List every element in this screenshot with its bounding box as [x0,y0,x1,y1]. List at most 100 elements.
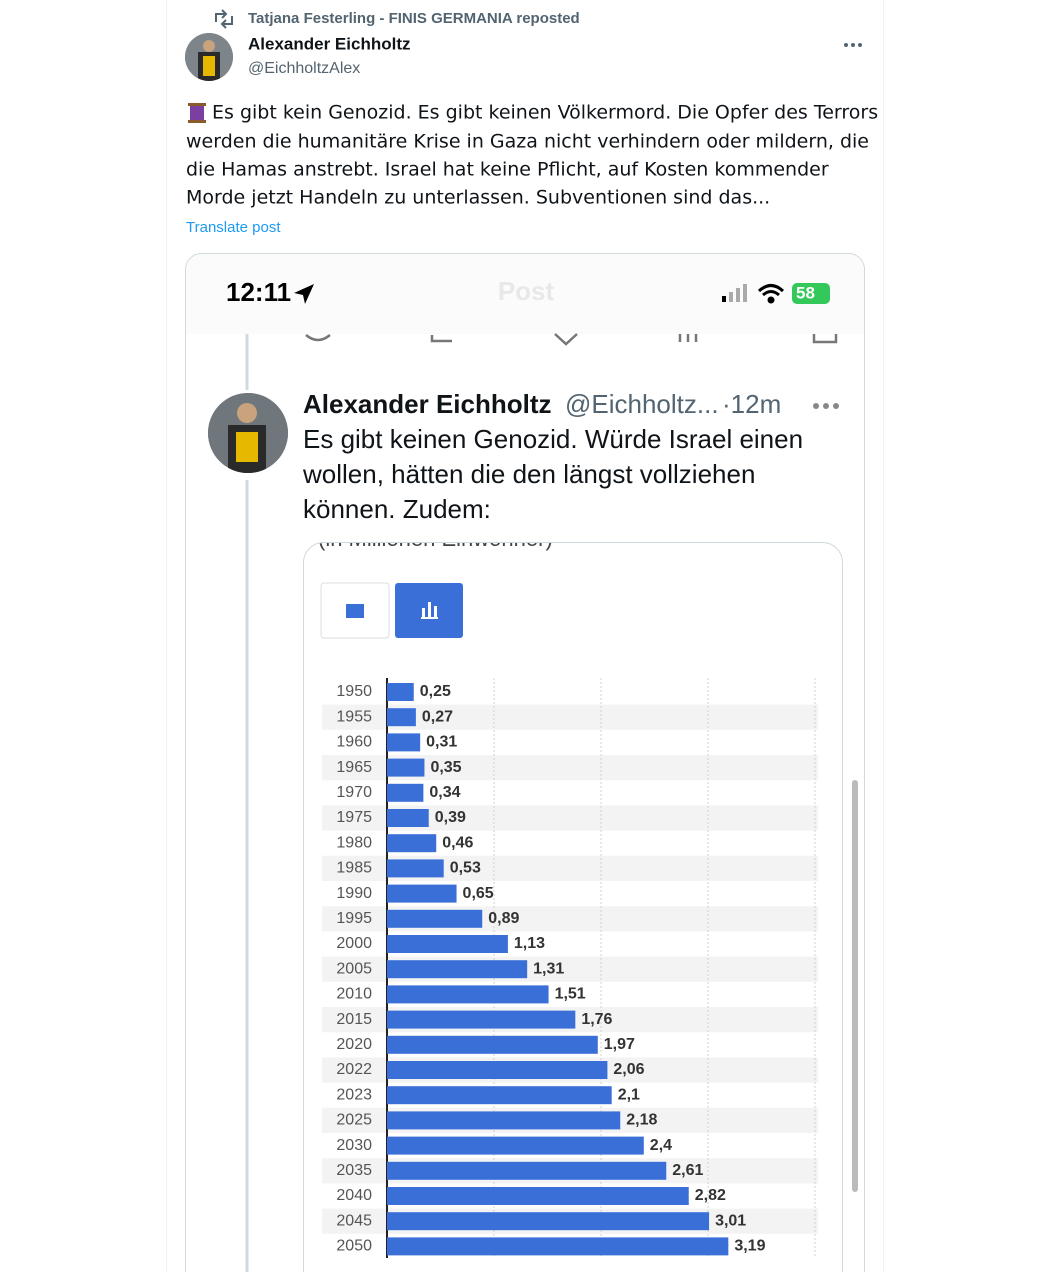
bar [387,758,425,777]
category-label: 1995 [336,910,372,927]
quoted-text-line: können. Zudem: [303,494,491,524]
more-button[interactable] [844,43,862,47]
bar [387,1212,710,1231]
value-label: 1,31 [533,960,564,977]
post-text-line: die Hamas anstrebt. Israel hat keine Pfl… [186,159,829,181]
author-name[interactable]: Alexander Eichholtz [248,34,410,53]
category-label: 1965 [336,759,372,776]
bar [387,884,457,903]
bar [387,1086,612,1105]
value-label: 0,39 [435,809,466,826]
value-label: 2,82 [695,1187,726,1204]
value-label: 2,1 [618,1086,640,1103]
quoted-text-line: Es gibt keinen Genozid. Würde Israel ein… [303,424,803,454]
repost-icon [215,9,233,29]
bar [387,1136,644,1155]
quoted-author: Alexander Eichholtz [303,389,552,419]
category-label: 2030 [336,1137,372,1154]
bar [387,935,508,953]
translate-link[interactable]: Translate post [186,219,281,236]
category-label: 2050 [336,1238,372,1255]
repost-text[interactable]: Tatjana Festerling - FINIS GERMANIA repo… [248,10,580,27]
category-label: 1970 [336,784,372,801]
category-label: 2025 [336,1112,372,1129]
bar [387,1035,598,1054]
category-label: 2010 [336,986,372,1003]
quoted-avatar [208,393,288,473]
value-label: 0,27 [422,708,453,725]
bar [387,809,429,827]
quoted-time: ·12m [722,389,781,419]
bar [387,783,424,802]
category-label: 1960 [336,734,372,751]
bar [387,859,444,878]
value-label: 0,35 [430,759,461,776]
category-label: 2022 [336,1061,372,1078]
scrollbar [852,780,858,1192]
chart-caption: (in Millionen Einwohner) [318,526,553,551]
battery-level: 58 [796,283,815,302]
bar [387,708,416,727]
bar [387,1010,576,1029]
bar [387,1061,608,1079]
value-label: 3,19 [734,1238,765,1255]
category-label: 2023 [336,1086,372,1103]
category-label: 1975 [336,809,372,826]
value-label: 0,25 [420,683,451,700]
category-label: 1990 [336,885,372,902]
value-label: 2,06 [613,1061,644,1078]
spool-emoji [188,103,206,123]
status-time: 12:11 [226,277,291,307]
value-label: 2,61 [672,1162,703,1179]
wifi-icon [757,284,785,304]
quoted-more [813,403,839,409]
value-label: 2,4 [650,1137,672,1154]
category-label: 2000 [336,935,372,952]
signal-icon [722,284,747,302]
value-label: 1,51 [555,986,586,1003]
value-label: 0,89 [488,910,519,927]
category-label: 1980 [336,834,372,851]
author-handle[interactable]: @EichholtzAlex [248,60,360,77]
bar [387,683,414,701]
quoted-text-line: wollen, hätten die den längst vollziehen [302,459,755,489]
category-label: 2020 [336,1036,372,1053]
bar [387,960,528,979]
bar [387,1111,621,1130]
location-icon [294,284,314,304]
bar [387,733,421,752]
bar [387,834,437,853]
bar [387,1237,729,1256]
bar [387,1187,689,1205]
category-label: 2015 [336,1011,372,1028]
category-label: 2005 [336,960,372,977]
battery [792,283,830,304]
bar [387,1161,667,1180]
value-label: 0,31 [426,734,457,751]
avatar[interactable] [185,33,233,82]
bar [387,985,549,1004]
table-icon [346,604,364,618]
category-label: 1950 [336,683,372,700]
value-label: 1,13 [514,935,545,952]
value-label: 0,46 [442,834,473,851]
value-label: 1,97 [604,1036,635,1053]
faded-action-row [305,333,838,346]
category-label: 2035 [336,1162,372,1179]
faded-header: Post [498,276,555,306]
post-text-line: Morde jetzt Handeln zu unterlassen. Subv… [186,187,770,209]
category-label: 2045 [336,1212,372,1229]
bar [387,909,483,928]
post-text-line: werden die humanitäre Krise in Gaza nich… [186,131,869,153]
category-label: 1985 [336,860,372,877]
category-label: 2040 [336,1187,372,1204]
value-label: 2,18 [626,1112,657,1129]
value-label: 0,34 [429,784,460,801]
chart-icon [421,602,438,619]
category-label: 1955 [336,708,372,725]
value-label: 0,53 [450,860,481,877]
post-text-line: Es gibt kein Genozid. Es gibt keinen Völ… [212,102,878,124]
value-label: 3,01 [715,1212,746,1229]
quoted-handle: @Eichholtz... [565,389,719,419]
